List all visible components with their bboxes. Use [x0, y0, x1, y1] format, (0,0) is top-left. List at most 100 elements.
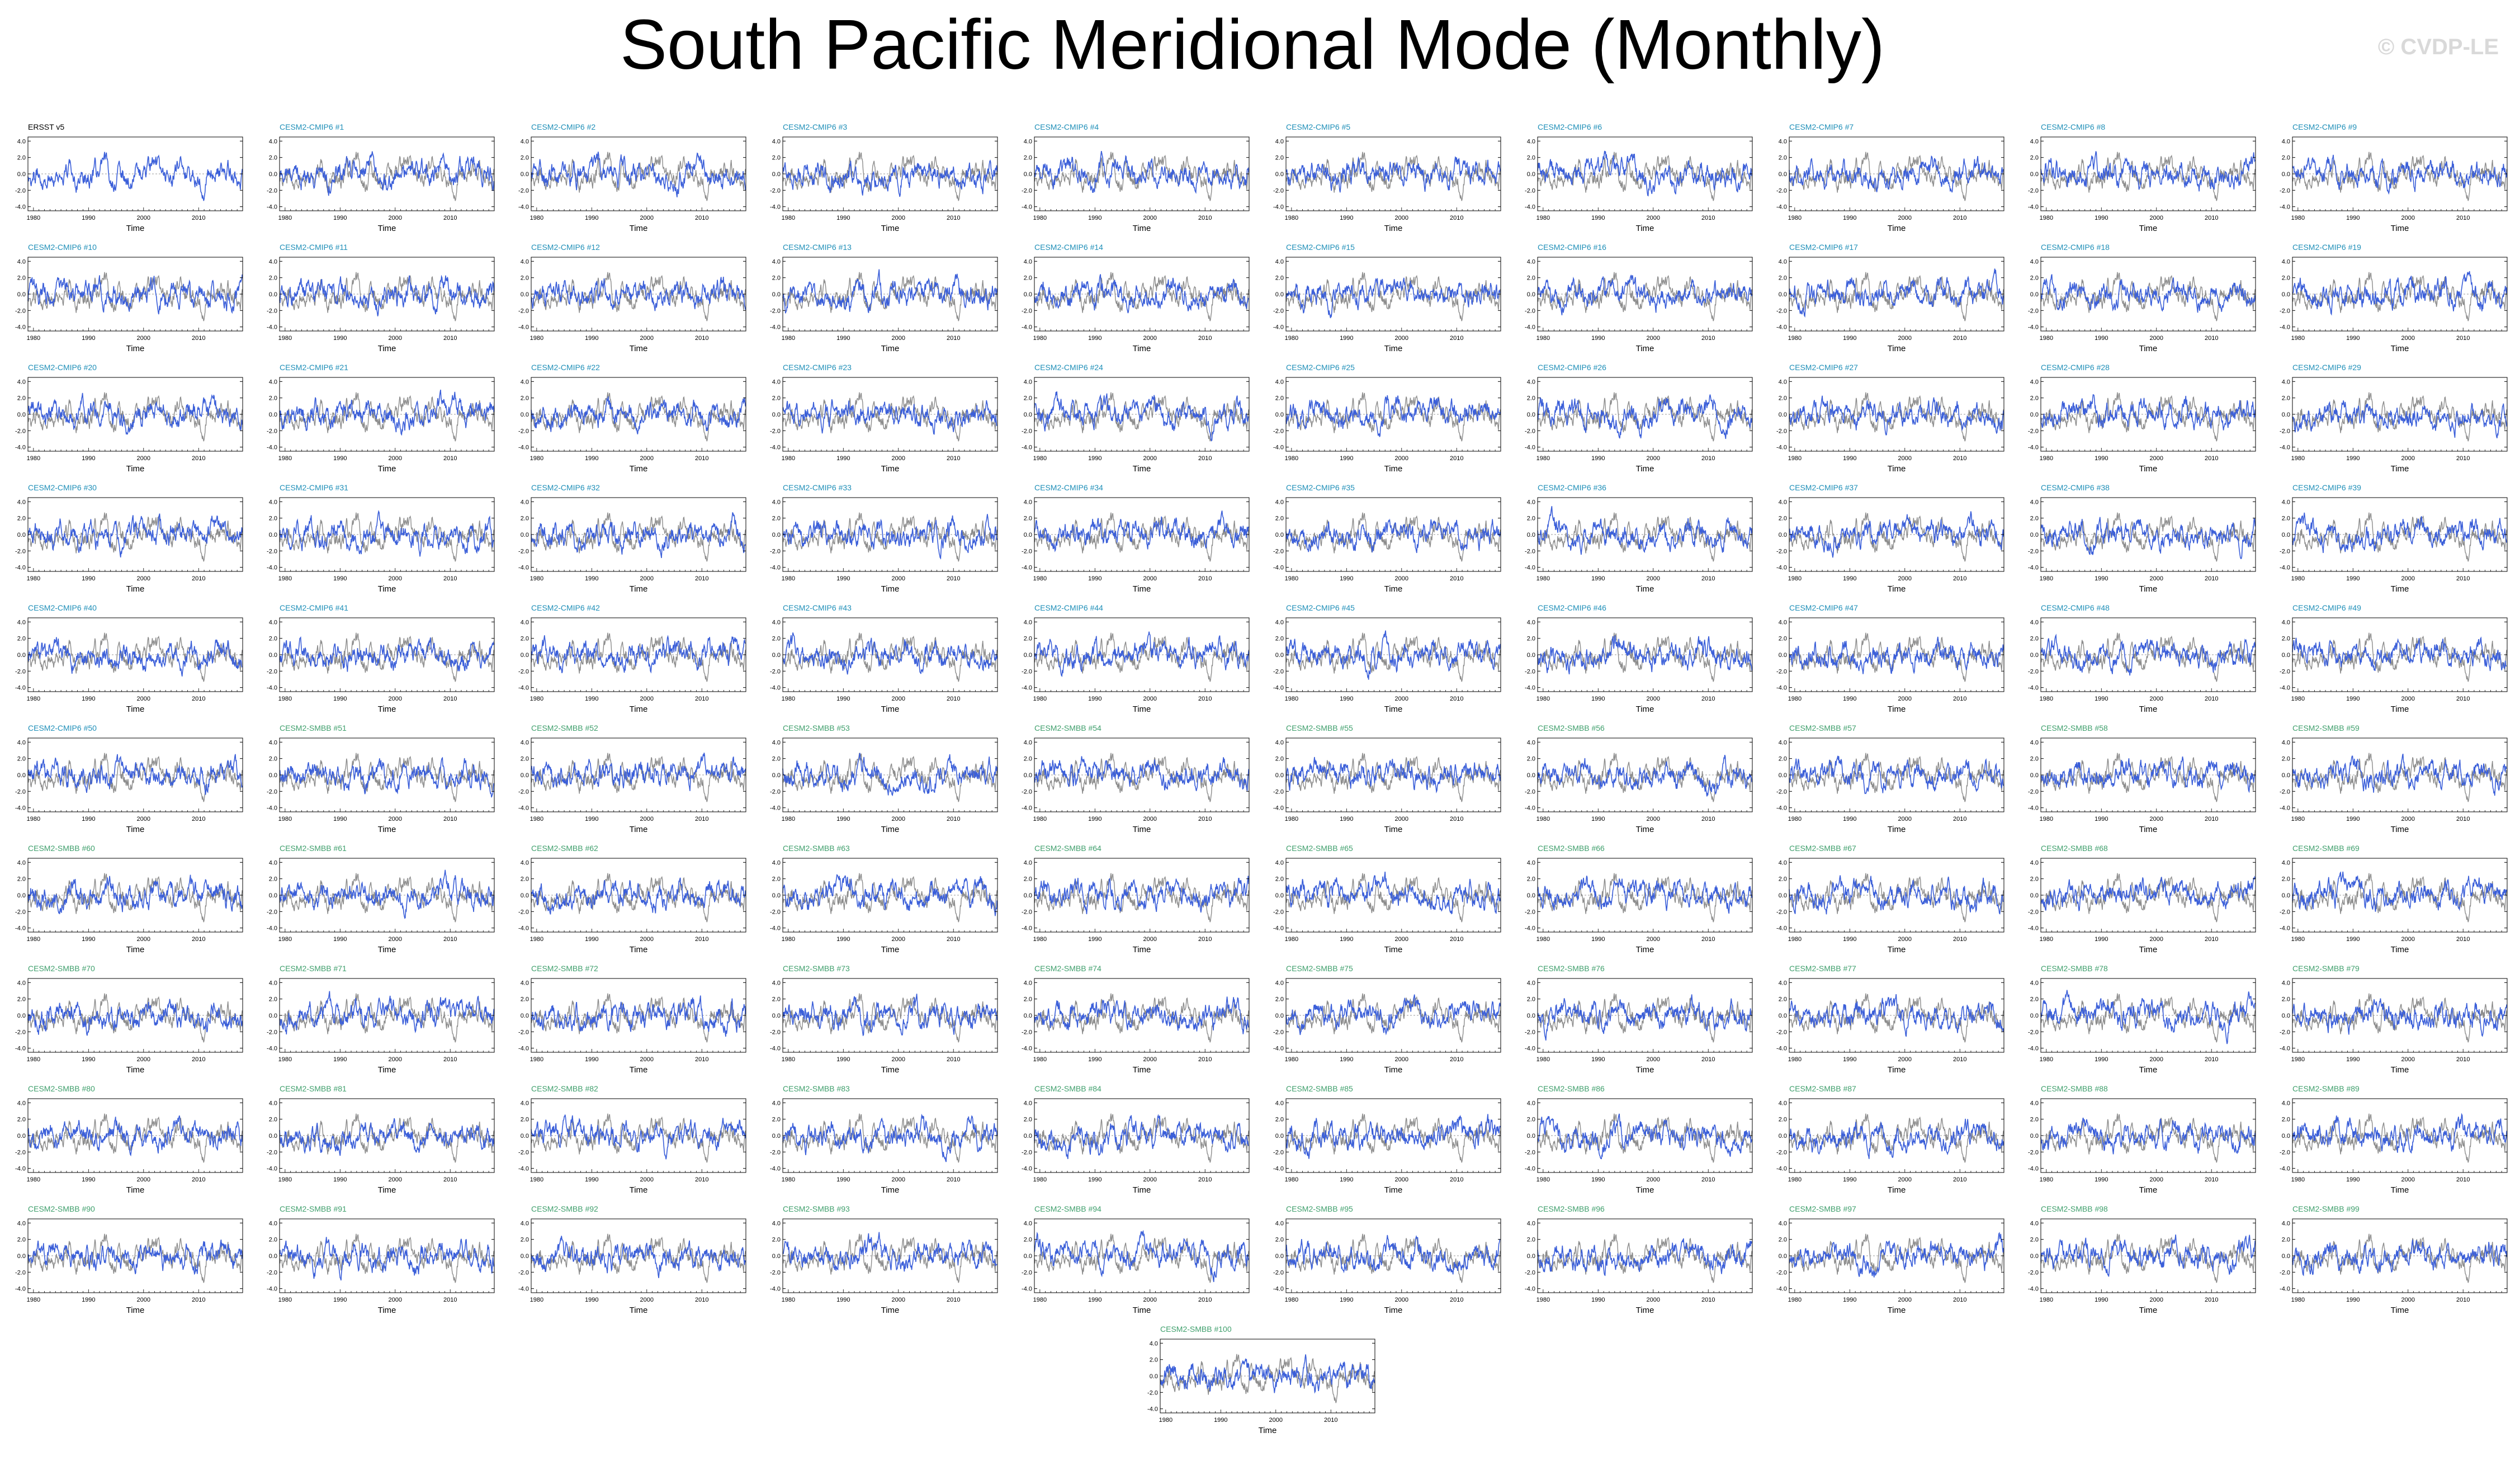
y-tick-label: -2.0	[1525, 788, 1535, 795]
x-axis-label: Time	[1133, 705, 1151, 714]
chart-panel: CESM2-CMIP6 #49 4.0 2.0 0.0 -2.0 -4.0 1980 1990…	[2270, 600, 2510, 718]
x-tick-label: 2000	[2401, 335, 2415, 342]
panel-title: CESM2-CMIP6 #16	[1538, 243, 1606, 252]
y-tick-label: 2.0	[17, 636, 26, 642]
x-tick-label: 2010	[1953, 455, 1966, 462]
x-tick-label: 2010	[695, 816, 708, 822]
x-tick-label: 1980	[278, 335, 292, 342]
y-tick-label: 0.0	[521, 291, 529, 298]
obs-series-line	[531, 993, 746, 1043]
y-tick-label: 4.0	[269, 739, 277, 746]
y-tick-label: -4.0	[1525, 445, 1535, 451]
x-axis-label: Time	[1636, 705, 1654, 714]
obs-series-line	[782, 152, 997, 201]
x-tick-label: 2010	[947, 335, 960, 342]
y-tick-label: -2.0	[267, 308, 277, 314]
x-tick-label: 1980	[27, 1056, 40, 1063]
x-tick-label: 2000	[2150, 936, 2163, 943]
model-series-line	[531, 753, 746, 791]
y-tick-label: 0.0	[521, 532, 529, 538]
y-tick-label: 4.0	[1275, 739, 1284, 746]
y-tick-label: 4.0	[1779, 739, 1787, 746]
y-tick-label: 4.0	[2030, 739, 2039, 746]
x-tick-label: 1990	[1340, 816, 1353, 822]
y-tick-label: 4.0	[269, 258, 277, 265]
x-tick-label: 1990	[585, 575, 598, 582]
x-axis-label: Time	[126, 825, 145, 834]
obs-series-line	[1285, 632, 1501, 682]
y-tick-label: -2.0	[770, 788, 781, 795]
panel-title: CESM2-CMIP6 #22	[531, 363, 600, 372]
y-tick-label: 2.0	[2030, 636, 2039, 642]
y-tick-label: -2.0	[2280, 788, 2290, 795]
y-tick-label: 4.0	[772, 980, 781, 986]
model-series-line	[2292, 400, 2507, 438]
y-tick-label: 2.0	[772, 516, 781, 522]
chart-panel: CESM2-SMBB #65 4.0 2.0 0.0 -2.0 -4.0 1980 1990 2…	[1264, 840, 1504, 959]
obs-series-line	[782, 512, 997, 562]
y-tick-label: 4.0	[269, 379, 277, 385]
x-tick-label: 1990	[1088, 335, 1101, 342]
x-axis-label: Time	[1888, 945, 1906, 954]
chart-panel: CESM2-CMIP6 #47 4.0 2.0 0.0 -2.0 -4.0 1980 1990…	[1767, 600, 2007, 718]
chart-panel: CESM2-CMIP6 #5 4.0 2.0 0.0 -2.0 -4.0 1980 1990 2…	[1264, 119, 1504, 238]
y-tick-label: 0.0	[1779, 772, 1787, 779]
panel-title: CESM2-SMBB #69	[2292, 844, 2360, 853]
y-tick-label: -4.0	[770, 1046, 781, 1052]
y-tick-label: 4.0	[2030, 258, 2039, 265]
x-tick-label: 1990	[1340, 575, 1353, 582]
x-tick-label: 1990	[2346, 335, 2360, 342]
x-tick-label: 2010	[1450, 455, 1463, 462]
y-tick-label: -2.0	[1776, 909, 1787, 915]
model-series-line	[531, 152, 746, 197]
y-tick-label: 4.0	[2030, 379, 2039, 385]
x-tick-label: 1990	[836, 936, 850, 943]
y-tick-label: -4.0	[1525, 685, 1535, 692]
chart-panel: CESM2-CMIP6 #30 4.0 2.0 0.0 -2.0 -4.0 1980 1990…	[6, 480, 246, 598]
y-tick-label: -2.0	[267, 428, 277, 434]
model-series-line	[27, 637, 243, 677]
x-tick-label: 1980	[1033, 575, 1047, 582]
x-tick-label: 2000	[1647, 215, 1660, 221]
x-axis-label: Time	[378, 224, 396, 233]
chart-panel: CESM2-SMBB #61 4.0 2.0 0.0 -2.0 -4.0 1980 1990 2…	[257, 840, 498, 959]
chart-panel: CESM2-CMIP6 #26 4.0 2.0 0.0 -2.0 -4.0 1980 1990…	[1515, 360, 1756, 478]
x-axis-label: Time	[378, 1065, 396, 1075]
x-tick-label: 2010	[2456, 936, 2470, 943]
x-tick-label: 2010	[443, 335, 457, 342]
x-tick-label: 2010	[947, 215, 960, 221]
model-series-line	[2292, 154, 2507, 195]
obs-series-line	[2040, 272, 2256, 321]
x-axis-label: Time	[881, 825, 900, 834]
y-tick-label: -4.0	[518, 565, 529, 571]
panel-title: CESM2-CMIP6 #31	[280, 483, 348, 492]
y-tick-label: 2.0	[772, 275, 781, 282]
y-tick-label: 2.0	[1275, 876, 1284, 883]
x-tick-label: 2010	[695, 335, 708, 342]
x-axis-label: Time	[881, 1065, 900, 1075]
chart-panel: CESM2-CMIP6 #33 4.0 2.0 0.0 -2.0 -4.0 1980 1990…	[760, 480, 1001, 598]
chart-panel: CESM2-SMBB #69 4.0 2.0 0.0 -2.0 -4.0 1980 1990 2…	[2270, 840, 2510, 959]
x-tick-label: 2000	[1647, 335, 1660, 342]
panel-title: CESM2-CMIP6 #13	[783, 243, 852, 252]
x-tick-label: 2000	[1647, 455, 1660, 462]
y-tick-label: 0.0	[2030, 532, 2039, 538]
x-tick-label: 1980	[782, 816, 795, 822]
x-tick-label: 1980	[2040, 936, 2053, 943]
y-tick-label: -4.0	[1776, 805, 1787, 812]
x-tick-label: 2010	[947, 936, 960, 943]
x-tick-label: 2000	[389, 1056, 402, 1063]
panel-title: CESM2-CMIP6 #44	[1034, 603, 1103, 612]
x-axis-label: Time	[1888, 464, 1906, 474]
y-tick-label: -4.0	[2280, 204, 2290, 211]
panel-title: CESM2-CMIP6 #14	[1034, 243, 1103, 252]
y-tick-label: -4.0	[2028, 445, 2039, 451]
panel-title: CESM2-CMIP6 #8	[2041, 122, 2106, 131]
